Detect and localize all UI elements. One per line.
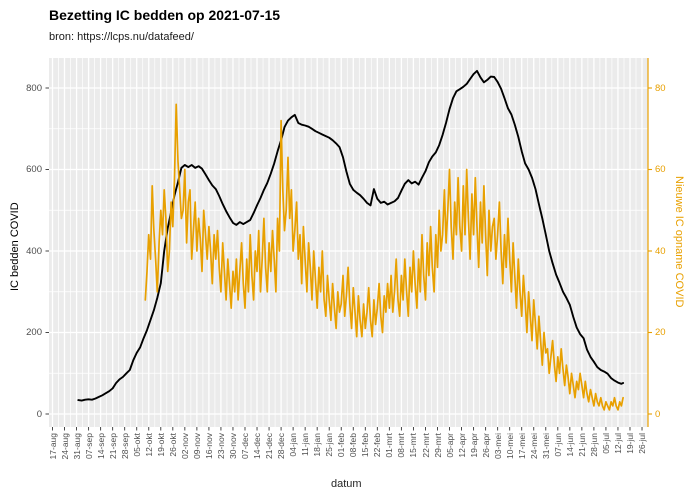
y-tick-label-left: 400: [26, 245, 42, 257]
y-tick-label-left: 200: [26, 327, 42, 338]
chart-title: Bezetting IC bedden op 2021-07-15: [49, 7, 281, 23]
y-tick-label-left: 0: [36, 408, 42, 420]
y-tick-label-right: 20: [655, 327, 666, 338]
tick-marks: [45, 87, 652, 431]
y-tick-label-right: 0: [655, 408, 661, 420]
y-tick-label-left: 600: [26, 164, 42, 175]
y-tick-label-right: 60: [655, 164, 666, 175]
admissions-line: [144, 103, 624, 411]
y-tick-label-right: 80: [655, 82, 666, 94]
x-axis-title: datum: [331, 478, 362, 490]
chart-subtitle: bron: https://lcps.nu/datafeed/: [49, 31, 194, 43]
y-tick-label-right: 40: [655, 245, 666, 257]
y-tick-label-left: 800: [26, 82, 42, 94]
occupancy-line: [77, 69, 625, 402]
